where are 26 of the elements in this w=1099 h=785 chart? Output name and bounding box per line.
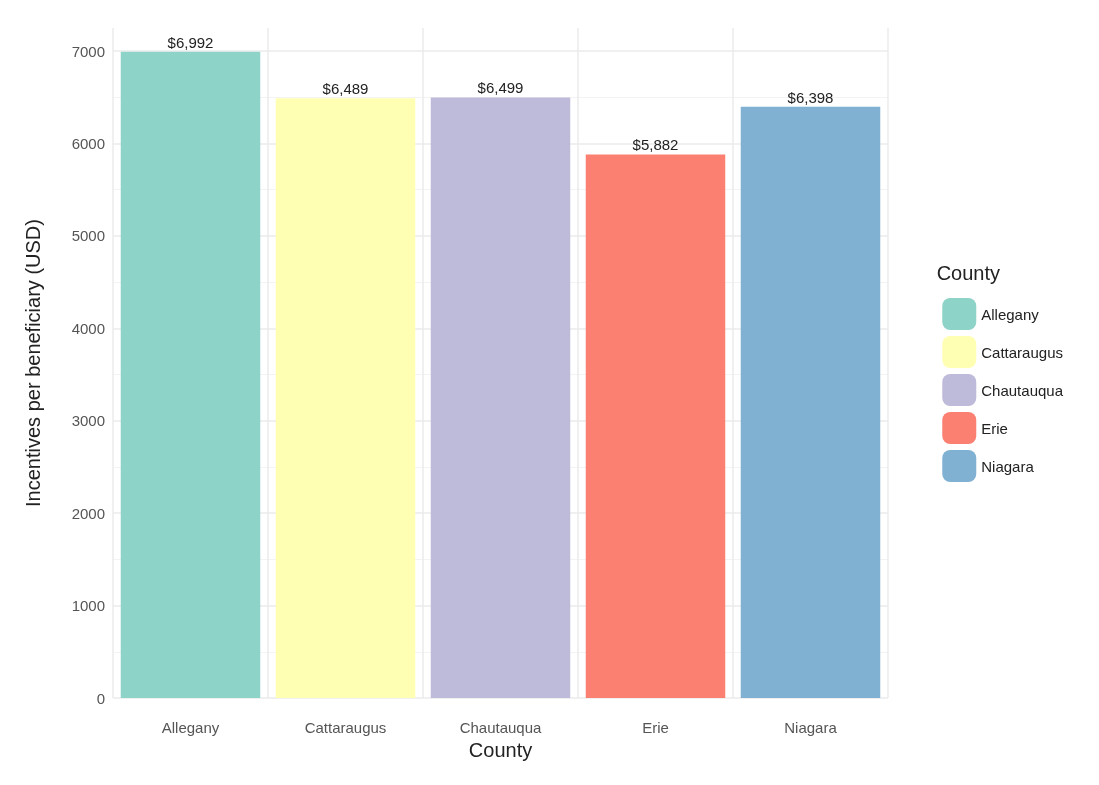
data-label: $6,499	[477, 79, 524, 97]
x-tick-label: Chautauqua	[459, 719, 543, 736]
y-tick-label: 6000	[71, 135, 105, 153]
legend-label: Niagara	[981, 457, 1035, 475]
legend-title: County	[936, 262, 1001, 284]
y-tick-label: 0	[96, 689, 105, 707]
x-tick-label: Cattaraugus	[304, 719, 387, 736]
legend-label: Allegany	[981, 305, 1040, 323]
y-tick-label: 4000	[71, 319, 105, 337]
y-tick-label: 5000	[71, 227, 105, 245]
legend-label: Erie	[981, 419, 1008, 437]
y-tick-label: 3000	[71, 412, 105, 430]
x-tick-label: Niagara	[784, 719, 838, 736]
legend-label: Cattaraugus	[981, 343, 1063, 361]
legend-label: Chautauqua	[981, 381, 1064, 399]
y-tick-label: 7000	[71, 42, 105, 60]
y-tick-label: 2000	[71, 504, 105, 522]
data-label: $5,882	[632, 136, 679, 154]
x-axis-title: County	[468, 739, 533, 761]
data-label: $6,992	[167, 33, 214, 51]
y-tick-label: 1000	[71, 597, 105, 615]
y-axis-title: Incentives per beneficiary (USD)	[22, 219, 44, 507]
x-tick-label: Erie	[642, 719, 669, 736]
data-label: $6,489	[322, 80, 369, 98]
x-tick-label: Allegany	[161, 719, 220, 736]
data-label: $6,398	[787, 88, 834, 106]
